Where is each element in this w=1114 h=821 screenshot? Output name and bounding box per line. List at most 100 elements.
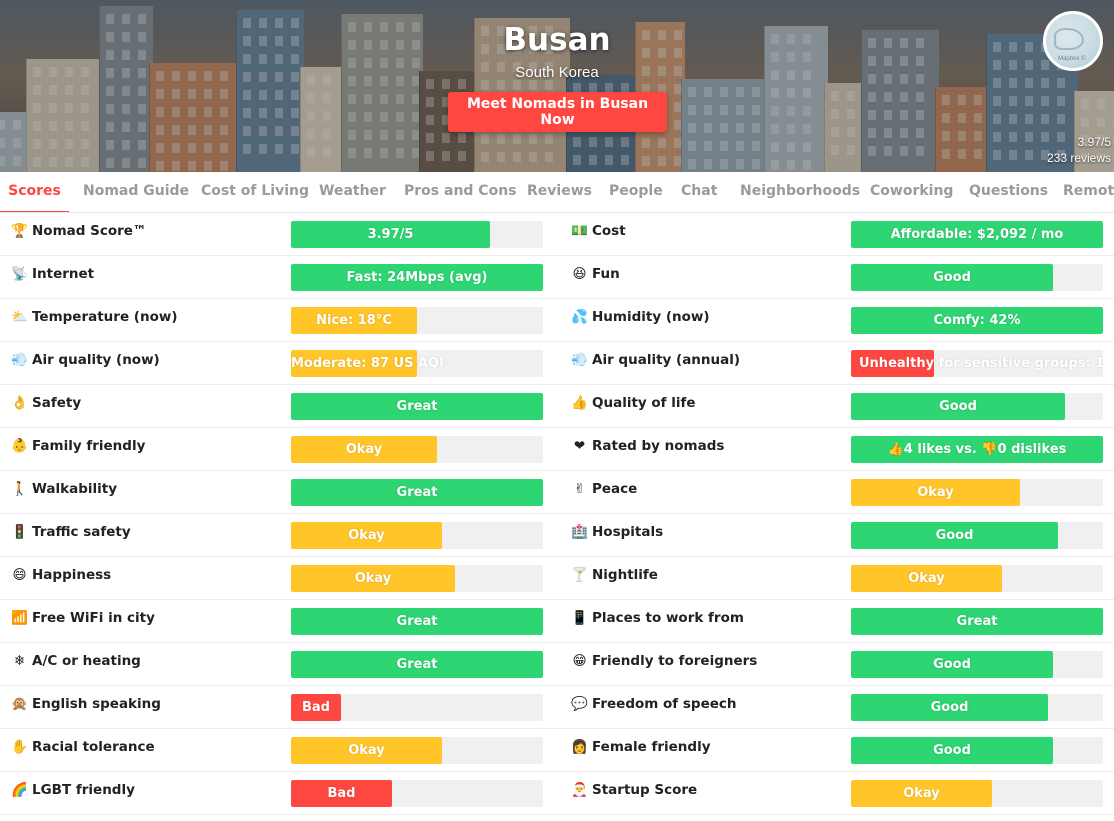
score-bar[interactable]: Good [851, 264, 1103, 291]
window-shape [364, 40, 372, 50]
score-bar[interactable]: Good [851, 737, 1103, 764]
score-bar[interactable]: Great [851, 608, 1103, 635]
review-count[interactable]: 233 reviews [1046, 151, 1111, 165]
window-shape [831, 91, 839, 101]
score-bar[interactable]: Great [291, 393, 543, 420]
window-shape [545, 80, 553, 90]
window-shape [1081, 99, 1089, 109]
window-shape [752, 123, 760, 133]
window-shape [803, 142, 811, 152]
meet-nomads-button[interactable]: Meet Nomads in Busan Now [448, 92, 667, 132]
score-label: 📡 Internet [11, 266, 94, 282]
score-bar[interactable]: Okay [291, 436, 543, 463]
window-shape [65, 103, 73, 113]
tab-questions[interactable]: Questions [969, 183, 1049, 199]
score-label: 🚦 Traffic safety [11, 524, 131, 540]
score-bar[interactable]: Unhealthy for sensitive groups: 13 [851, 350, 1103, 377]
tab-pros-and-cons[interactable]: Pros and Cons [404, 183, 517, 199]
window-shape [736, 105, 744, 115]
tab-reviews[interactable]: Reviews [527, 183, 592, 199]
hero-rating: 3.97/5 233 reviews [1047, 134, 1111, 166]
score-bar[interactable]: Great [291, 608, 543, 635]
tab-coworking[interactable]: Coworking [870, 183, 954, 199]
window-shape [49, 103, 57, 113]
score-bar[interactable]: Okay [851, 565, 1103, 592]
score-bar[interactable]: Nice: 18°C [291, 307, 543, 334]
tab-cost-of-living[interactable]: Cost of Living [201, 183, 310, 199]
score-bar[interactable]: Okay [851, 780, 1103, 807]
tab-remote[interactable]: Remote [1063, 183, 1114, 199]
window-shape [752, 105, 760, 115]
score-bar[interactable]: Good [851, 393, 1103, 420]
window-shape [1025, 150, 1033, 160]
window-shape [688, 105, 696, 115]
tab-scores[interactable]: Scores [0, 172, 69, 212]
score-bar-fill [291, 393, 543, 420]
window-shape [1081, 135, 1089, 145]
window-shape [426, 133, 434, 143]
window-shape [771, 34, 779, 44]
tab-neighborhoods[interactable]: Neighborhoods [740, 183, 861, 199]
window-shape [513, 62, 521, 72]
rating-value: 3.97/5 [1077, 135, 1111, 149]
score-bar[interactable]: Good [851, 694, 1103, 721]
score-label-text: Freedom of speech [592, 696, 737, 712]
score-label: 📶 Free WiFi in city [11, 610, 155, 626]
window-shape [138, 50, 146, 60]
score-bar[interactable]: Moderate: 87 US AQI [291, 350, 543, 377]
map-thumbnail[interactable]: Mapbox © [1043, 11, 1103, 71]
tab-chat[interactable]: Chat [681, 183, 718, 199]
score-bar[interactable]: Great [291, 479, 543, 506]
score-bar[interactable]: Fast: 24Mbps (avg) [291, 264, 543, 291]
score-bar[interactable]: Affordable: $2,092 / mo [851, 221, 1103, 248]
window-shape [1025, 132, 1033, 142]
window-shape [497, 62, 505, 72]
window-shape [589, 83, 597, 93]
window-shape [993, 78, 1001, 88]
score-bar[interactable]: Good [851, 522, 1103, 549]
score-bar[interactable]: Comfy: 42% [851, 307, 1103, 334]
score-label: 🏆 Nomad Score™ [11, 223, 146, 239]
window-shape [458, 133, 466, 143]
window-shape [364, 22, 372, 32]
window-shape [771, 106, 779, 116]
score-bar[interactable]: Bad [291, 694, 543, 721]
score-label-text: Safety [32, 395, 82, 411]
window-shape [243, 108, 251, 118]
score-bar-value: Great [396, 657, 438, 672]
window-shape [65, 157, 73, 167]
score-label: 🙊 English speaking [11, 696, 161, 712]
score-bar[interactable]: Okay [291, 565, 543, 592]
window-shape [243, 36, 251, 46]
tab-people[interactable]: People [609, 183, 663, 199]
window-shape [348, 40, 356, 50]
speech-icon: 💬 [571, 696, 588, 712]
score-bar[interactable]: Great [291, 651, 543, 678]
window-shape [688, 141, 696, 151]
window-shape [106, 32, 114, 42]
tab-weather[interactable]: Weather [319, 183, 386, 199]
window-shape [605, 83, 613, 93]
tab-nomad-guide[interactable]: Nomad Guide [83, 183, 190, 199]
window-shape [900, 110, 908, 120]
score-label-text: Fun [592, 266, 620, 282]
window-shape [621, 83, 629, 93]
window-shape [1057, 132, 1065, 142]
score-bar[interactable]: Okay [291, 737, 543, 764]
score-row: 💨 Air quality (now) Moderate: 87 US AQI 💨 Ai… [0, 342, 1114, 385]
score-bar-fill [851, 479, 1020, 506]
building-shape [26, 59, 103, 172]
score-bar-value: Okay [917, 485, 954, 500]
score-bar[interactable]: Okay [291, 522, 543, 549]
window-shape [156, 125, 164, 135]
score-bar[interactable]: Good [851, 651, 1103, 678]
score-bar[interactable]: 👍4 likes vs. 👎0 dislikes [851, 436, 1103, 463]
window-shape [942, 95, 950, 105]
score-bar[interactable]: 3.97/5 [291, 221, 543, 248]
window-shape [275, 72, 283, 82]
score-bar[interactable]: Okay [851, 479, 1103, 506]
cloud-icon: ⛅ [11, 309, 28, 325]
window-shape [323, 147, 331, 157]
window-shape [916, 146, 924, 156]
score-bar[interactable]: Bad [291, 780, 543, 807]
